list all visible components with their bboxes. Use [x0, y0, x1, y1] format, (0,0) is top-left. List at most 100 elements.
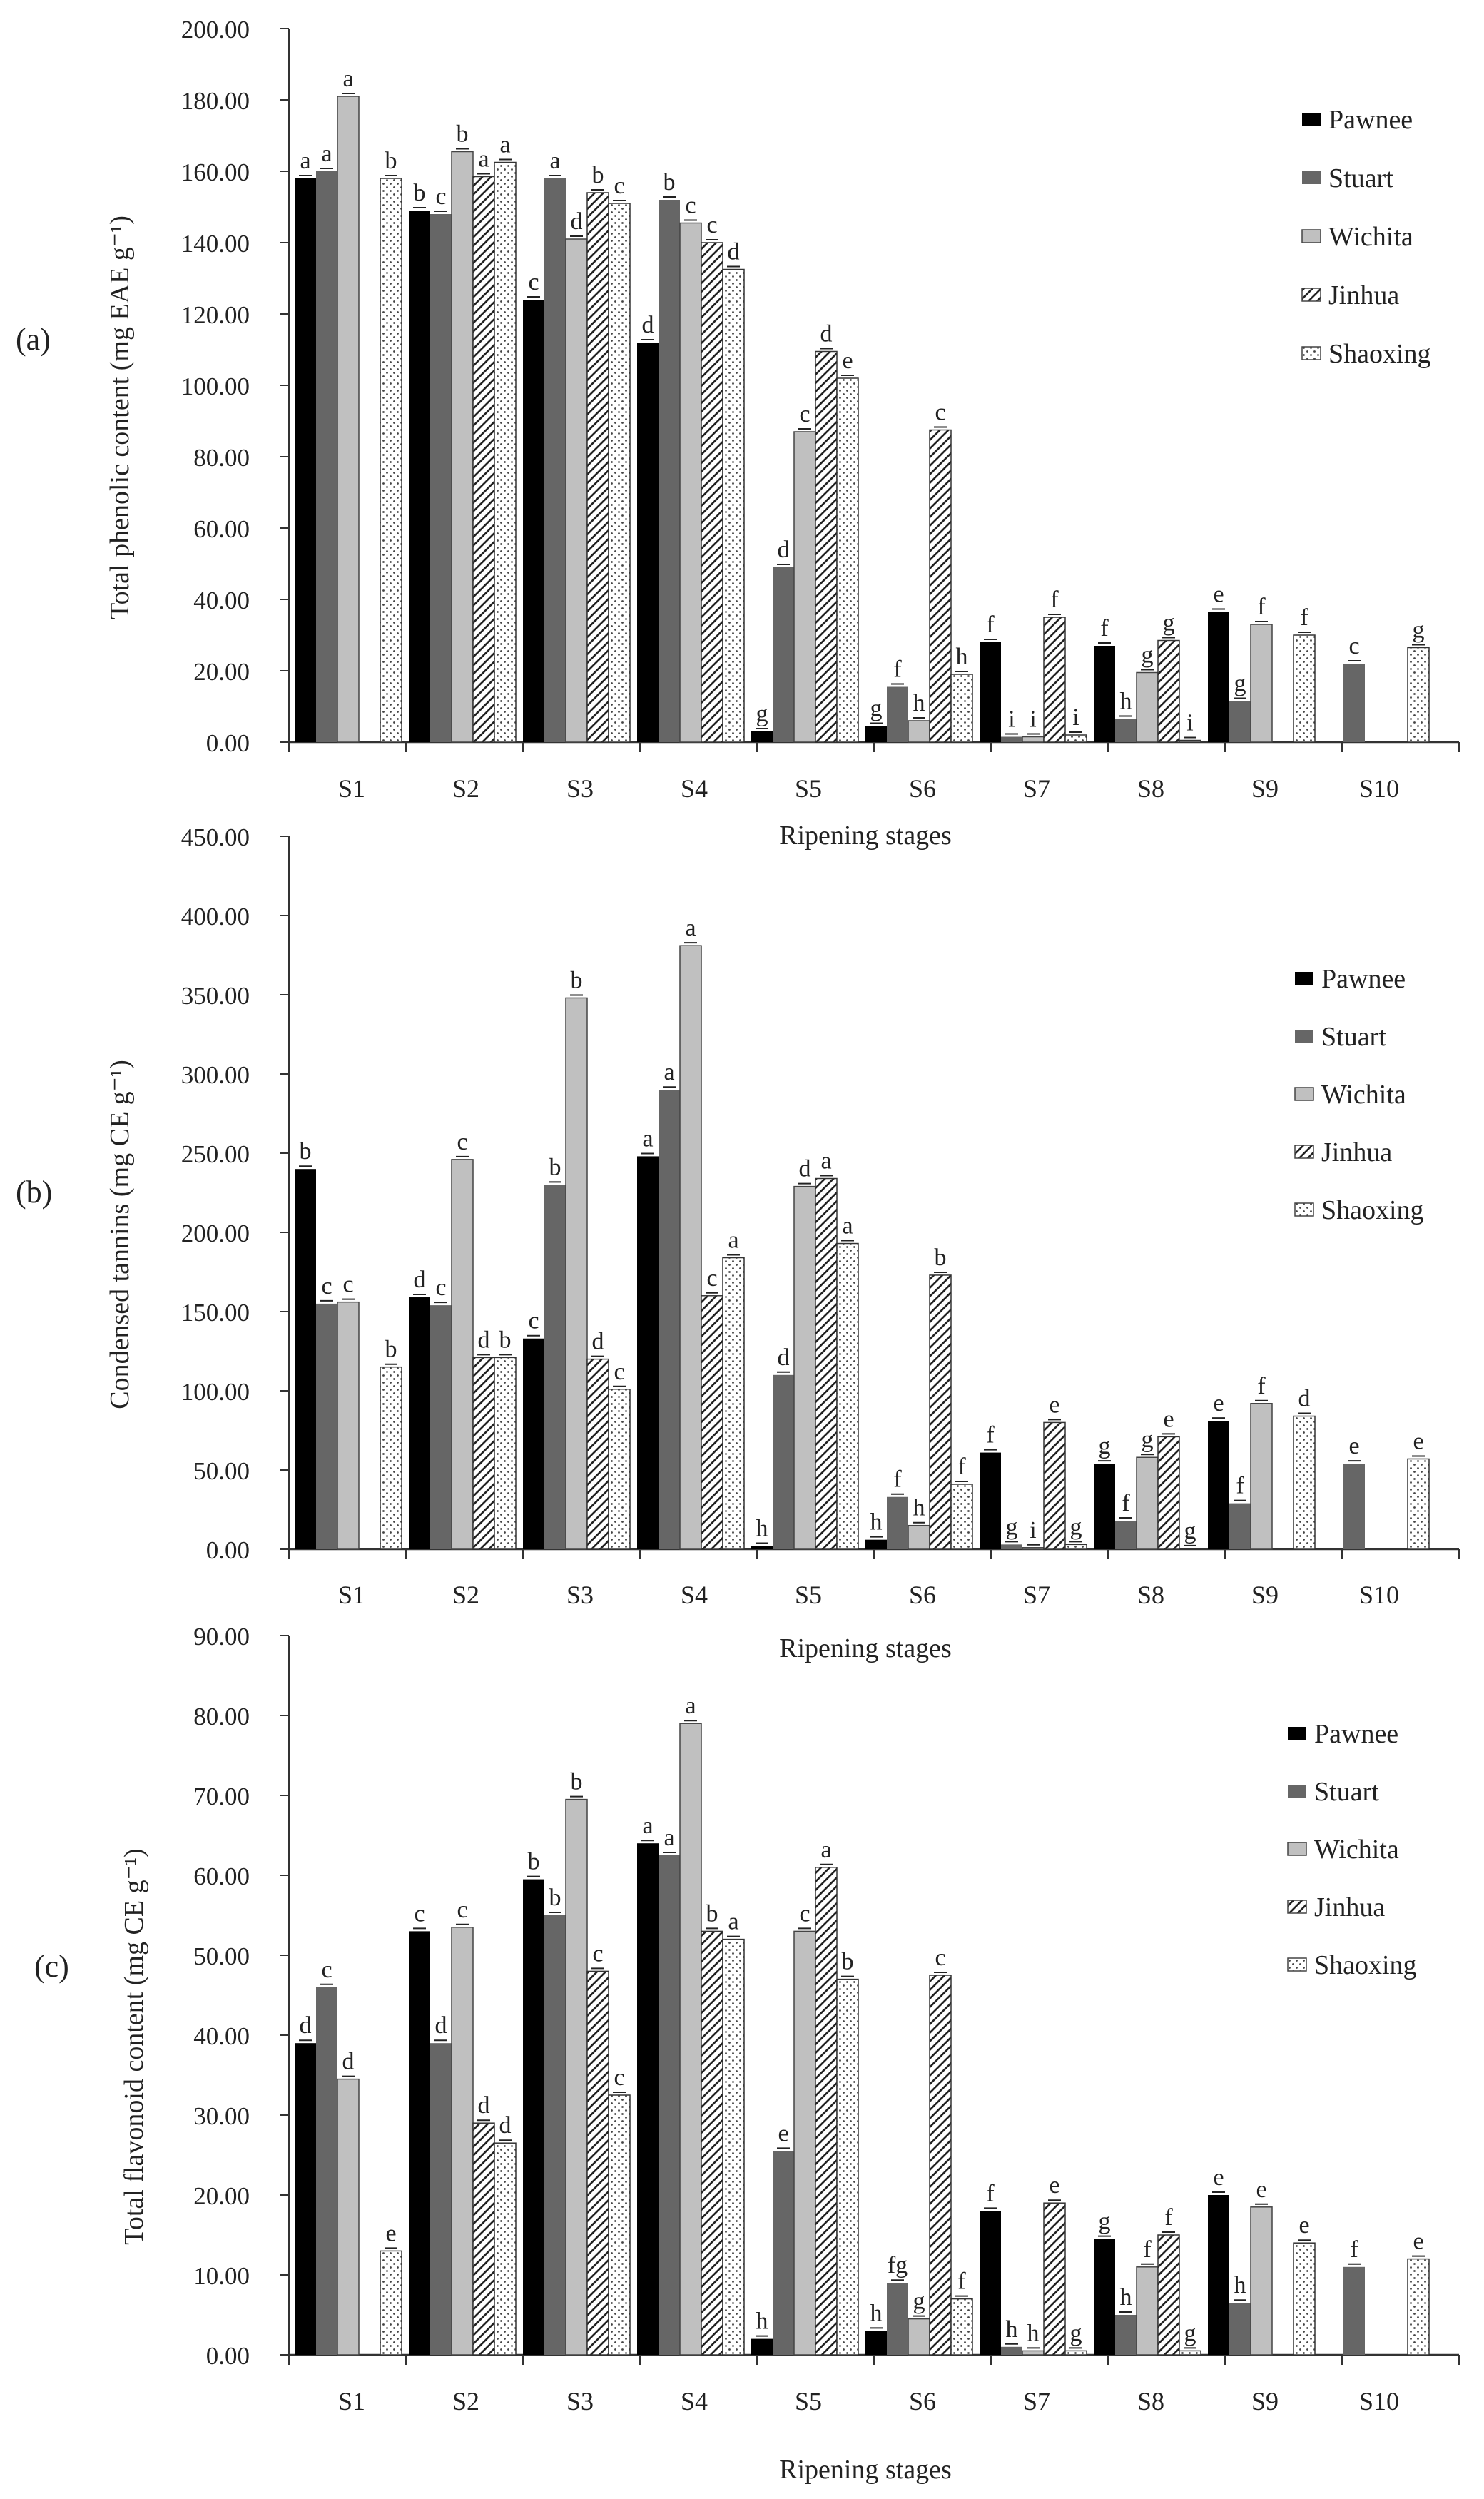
bar-stuart-s4 — [659, 1855, 680, 2355]
bar-pawnee-s8 — [1094, 646, 1115, 742]
bar-jinhua-s6 — [929, 1274, 952, 1550]
panel-a-ylabel: Total phenolic content (mg EAE g⁻¹) — [105, 216, 135, 619]
legend-label-jinhua: Jinhua — [1314, 1892, 1385, 1922]
significance-label: f — [1350, 2236, 1358, 2263]
bar-jinhua-s6 — [929, 429, 952, 743]
bar-stuart-s10 — [1343, 2266, 1365, 2355]
panel-b-ytick: 150.00 — [181, 1299, 250, 1327]
bar-jinhua-s7 — [1043, 1421, 1066, 1550]
panel-c-xtick: S7 — [1023, 2387, 1050, 2416]
bar-wichita-s6 — [908, 2318, 930, 2356]
bar-stuart-s6 — [887, 2283, 908, 2355]
panel-b-xtick: S8 — [1137, 1581, 1164, 1609]
legend-label-shaoxing: Shaoxing — [1321, 1195, 1424, 1225]
bar-wichita-s7 — [1022, 736, 1045, 743]
panel-c-xtick: S4 — [681, 2387, 708, 2416]
bar-wichita-s6 — [908, 1524, 930, 1550]
legend-label-stuart: Stuart — [1328, 163, 1393, 193]
bar-wichita-s2 — [451, 151, 474, 743]
significance-label: d — [778, 1344, 790, 1371]
significance-label: c — [799, 401, 810, 427]
significance-label: d — [642, 312, 654, 338]
legend-label-shaoxing: Shaoxing — [1328, 339, 1431, 369]
panel-c-ytick: 40.00 — [193, 2022, 250, 2050]
significance-label: c — [414, 1900, 425, 1927]
bar-stuart-s9 — [1229, 1503, 1251, 1549]
panel-c-xtick: S3 — [566, 2387, 594, 2416]
legend-label-jinhua: Jinhua — [1321, 1137, 1392, 1167]
significance-label: c — [528, 1308, 539, 1334]
significance-label: f — [1100, 615, 1109, 642]
significance-label: b — [457, 121, 469, 148]
significance-label: a — [728, 1227, 738, 1254]
significance-label: a — [842, 1213, 853, 1240]
bar-jinhua-s2 — [472, 176, 495, 743]
bar-pawnee-s9 — [1208, 2195, 1229, 2355]
panel-a-ytick: 20.00 — [193, 658, 250, 686]
bar-pawnee-s3 — [523, 1338, 544, 1549]
panel-a-xtick: S7 — [1023, 774, 1050, 803]
panel-b-xtick: S3 — [566, 1581, 594, 1609]
bar-stuart-s5 — [773, 567, 794, 742]
significance-label: c — [706, 1265, 717, 1292]
significance-label: a — [478, 146, 489, 173]
significance-label: c — [614, 1359, 624, 1385]
bar-shaoxing-s8 — [1179, 2350, 1201, 2356]
significance-label: h — [913, 690, 925, 716]
panel-b-xticks: S1 S2 S3 S4 S5 S6 S7 S8 S9 S10 — [338, 1581, 1399, 1609]
legend-swatch-stuart — [1302, 171, 1321, 184]
significance-label: a — [342, 66, 353, 92]
significance-label: e — [1163, 1406, 1174, 1432]
significance-label: d — [778, 537, 790, 563]
bar-stuart-s8 — [1115, 1521, 1137, 1549]
legend-label-wichita: Wichita — [1314, 1835, 1399, 1865]
legend-swatch-stuart — [1288, 1785, 1306, 1798]
panel-b-xtick: S1 — [338, 1581, 365, 1609]
significance-label: d — [478, 2092, 490, 2119]
panel-a-ytick: 120.00 — [181, 301, 250, 329]
panel-c-ytick: 80.00 — [193, 1703, 250, 1730]
significance-label: a — [499, 132, 510, 158]
bar-wichita-s8 — [1136, 671, 1159, 743]
legend-label-jinhua: Jinhua — [1328, 280, 1399, 310]
bar-wichita-s9 — [1250, 1403, 1273, 1550]
significance-label: h — [913, 1495, 925, 1521]
significance-label: g — [913, 2288, 925, 2315]
legend-swatch-jinhua — [1301, 288, 1321, 302]
significance-label: c — [321, 1273, 332, 1299]
significance-label: g — [1234, 671, 1246, 697]
panel-a-xtick: S1 — [338, 774, 365, 803]
significance-label: c — [342, 1272, 353, 1298]
legend-label-pawnee: Pawnee — [1321, 964, 1406, 994]
significance-label: f — [957, 2269, 966, 2295]
bar-shaoxing-s5 — [836, 1242, 859, 1550]
significance-label: a — [820, 1148, 831, 1175]
bar-pawnee-s4 — [637, 1156, 659, 1549]
significance-label: g — [1006, 1514, 1018, 1540]
panel-c-xtick: S10 — [1359, 2387, 1399, 2416]
bar-shaoxing-s9 — [1293, 1415, 1316, 1550]
panel-a-ytick: 160.00 — [181, 158, 250, 186]
panel-b-yticks: 0.00 50.00 100.00 150.00 200.00 250.00 3… — [181, 823, 250, 1564]
significance-label: b — [414, 180, 426, 206]
bar-shaoxing-s1 — [380, 1366, 402, 1550]
bar-shaoxing-s1 — [380, 2250, 402, 2356]
legend-swatch-pawnee — [1302, 113, 1321, 126]
bar-pawnee-s1 — [295, 2043, 316, 2355]
panel-a-xlabel: Ripening stages — [779, 821, 952, 851]
bar-stuart-s5 — [773, 2151, 794, 2355]
panel-a-xtick: S6 — [909, 774, 936, 803]
significance-label: c — [457, 1129, 467, 1155]
significance-label: b — [935, 1245, 947, 1271]
bar-wichita-s2 — [451, 1159, 474, 1550]
bar-pawnee-s5 — [751, 2338, 773, 2355]
panel-c-ytick: 90.00 — [193, 1623, 250, 1651]
legend-label-wichita: Wichita — [1328, 222, 1413, 252]
significance-label: h — [956, 644, 968, 670]
bar-wichita-s4 — [679, 1723, 702, 2356]
panel-b-ytick: 50.00 — [193, 1457, 250, 1485]
panel-b-xtick: S2 — [452, 1581, 479, 1609]
significance-label: e — [1049, 2172, 1059, 2199]
